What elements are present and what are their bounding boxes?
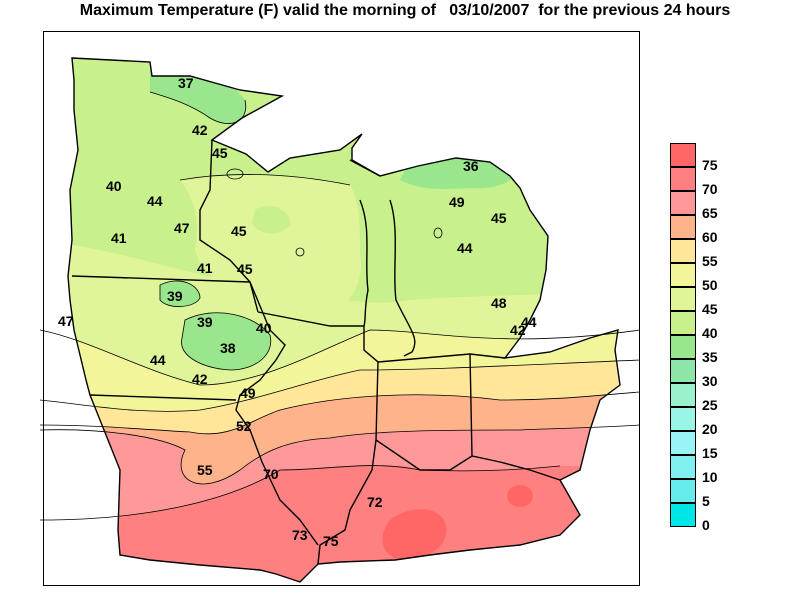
legend-label: 10 [702, 469, 718, 485]
legend-label: 20 [702, 421, 718, 437]
lake-michigan-west-shore [359, 199, 369, 327]
band-45-wisconsin [180, 174, 361, 322]
border-illinois-indiana [317, 326, 379, 565]
legend-label: 50 [702, 277, 718, 293]
lake-michigan-east-shore [389, 199, 416, 357]
station-value: 39 [167, 288, 183, 304]
contour-line [39, 424, 641, 485]
legend-swatch [670, 215, 696, 239]
band-75-kentucky [507, 485, 533, 507]
station-value: 44 [521, 314, 537, 330]
station-value: 44 [150, 352, 166, 368]
station-value: 47 [174, 220, 190, 236]
legend-swatch [670, 479, 696, 503]
legend-swatch [670, 503, 696, 527]
legend-label: 55 [702, 253, 718, 269]
border-indiana-ohio [469, 353, 473, 457]
legend-swatch [670, 407, 696, 431]
map-title: Maximum Temperature (F) valid the mornin… [79, 2, 731, 19]
border-minnesota-iowa [71, 275, 251, 283]
station-value: 45 [491, 210, 507, 226]
legend-label: 65 [702, 205, 718, 221]
border-wisconsin-michigan [349, 159, 381, 177]
station-value: 38 [220, 340, 236, 356]
station-value: 44 [147, 193, 163, 209]
station-value: 45 [231, 223, 247, 239]
station-value: 39 [197, 314, 213, 330]
station-value: 45 [212, 145, 228, 161]
contour-line [179, 174, 351, 186]
legend-swatch [670, 383, 696, 407]
station-value: 48 [491, 295, 507, 311]
contour-line [159, 280, 201, 307]
legend-label: 75 [702, 157, 718, 173]
legend-label: 60 [702, 229, 718, 245]
contour-line [226, 168, 244, 180]
band-35-iowa-west [160, 280, 200, 307]
station-value: 36 [463, 158, 479, 174]
temperature-bands [68, 58, 620, 582]
station-value: 42 [192, 122, 208, 138]
contour-line [39, 359, 641, 412]
legend-swatch [670, 311, 696, 335]
contour-line [39, 391, 641, 435]
contour-line [433, 227, 443, 239]
station-value: 49 [240, 385, 256, 401]
contour-line [39, 465, 561, 521]
contour-line [39, 329, 641, 386]
legend-swatch [670, 287, 696, 311]
band-35-iowa-east [181, 312, 271, 370]
legend-swatch [670, 239, 696, 263]
border-mississippi-river [235, 281, 286, 463]
legend-swatch [670, 167, 696, 191]
station-value: 75 [323, 533, 339, 549]
legend-swatch [670, 431, 696, 455]
station-value: 40 [256, 320, 272, 336]
contour-line [181, 312, 272, 371]
station-value: 72 [367, 494, 383, 510]
station-value: 47 [58, 313, 74, 329]
contour-line [295, 247, 305, 257]
contour-lines [39, 91, 641, 521]
legend-label: 35 [702, 349, 718, 365]
temperature-legend: 75 70 65 60 55 50 45 40 35 30 25 20 15 10 5 0 [670, 143, 730, 533]
region-outline [67, 57, 621, 583]
legend-label: 45 [702, 301, 718, 317]
legend-swatch [670, 359, 696, 383]
band-40-wisconsin [252, 205, 291, 234]
station-value: 42 [510, 322, 526, 338]
legend-label: 5 [702, 493, 710, 509]
legend-label: 15 [702, 445, 718, 461]
legend-label: 70 [702, 181, 718, 197]
border-wisconsin-illinois [257, 311, 364, 327]
border-missouri-illinois [261, 461, 319, 546]
legend-label: 40 [702, 325, 718, 341]
legend-swatch [670, 455, 696, 479]
station-value: 41 [197, 260, 213, 276]
station-value: 55 [197, 462, 213, 478]
legend-swatch [670, 335, 696, 359]
band-75 [382, 509, 447, 560]
legend-swatch [670, 263, 696, 287]
station-value: 41 [111, 230, 127, 246]
state-boundaries [67, 57, 621, 583]
station-value: 40 [106, 178, 122, 194]
border-iowa-missouri [89, 394, 237, 401]
station-value: 70 [263, 466, 279, 482]
station-labels: 37 42 45 40 44 47 41 45 41 45 39 39 40 3… [58, 75, 537, 549]
station-value: 45 [237, 261, 253, 277]
legend-label: 25 [702, 397, 718, 413]
station-value: 42 [192, 371, 208, 387]
station-value: 52 [236, 418, 252, 434]
legend-label: 30 [702, 373, 718, 389]
station-value: 73 [292, 527, 308, 543]
legend-swatch [670, 191, 696, 215]
station-value: 44 [457, 240, 473, 256]
legend-swatch [670, 143, 696, 167]
legend-label: 0 [702, 517, 710, 533]
station-value: 49 [449, 194, 465, 210]
station-value: 37 [178, 75, 194, 91]
